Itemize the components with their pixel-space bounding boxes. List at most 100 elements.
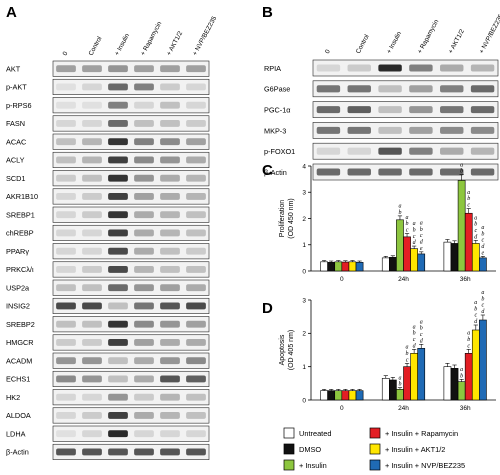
a-blot-row xyxy=(52,389,210,406)
a-blot-row xyxy=(52,261,210,278)
y-tick-label: 0 xyxy=(302,268,306,275)
b-lane-label: Control xyxy=(355,33,371,54)
blot-band xyxy=(134,412,154,419)
bar xyxy=(320,261,328,272)
a-blot-row xyxy=(52,133,210,150)
bar xyxy=(403,366,411,401)
blot-band xyxy=(186,320,206,328)
significance-letter: b xyxy=(460,373,463,379)
x-tick-label: 36h xyxy=(460,405,471,412)
blot-band xyxy=(347,106,371,114)
blot-band xyxy=(316,168,341,176)
blot-strip xyxy=(52,170,210,187)
significance-letter: c xyxy=(413,234,416,240)
legend-swatch xyxy=(283,459,295,471)
blot-band xyxy=(186,65,206,73)
significance-letter: b xyxy=(460,169,463,175)
legend-swatch xyxy=(283,427,295,439)
significance-letter: d xyxy=(474,319,478,325)
blot-band xyxy=(186,266,206,273)
legend-label: Untreated xyxy=(299,429,331,438)
blot-band xyxy=(378,126,402,134)
blot-band xyxy=(108,430,128,438)
a-blot-row xyxy=(52,407,210,424)
blot-band xyxy=(316,85,341,93)
significance-letter: a xyxy=(481,290,484,296)
blot-band xyxy=(82,357,102,365)
blot-band xyxy=(56,229,76,237)
blot-band xyxy=(347,168,371,176)
a-gene-label: PRKCλ/ι xyxy=(6,265,34,274)
blot-band xyxy=(160,357,180,365)
blot-band xyxy=(186,357,206,365)
blot-strip xyxy=(52,224,210,241)
blot-band xyxy=(160,174,180,182)
bar xyxy=(389,379,397,401)
blot-band xyxy=(440,106,464,114)
a-gene-label: β-Actin xyxy=(6,448,29,457)
blot-band xyxy=(134,247,154,255)
blot-band xyxy=(134,266,154,273)
b-lane-label: + AKT1/2 xyxy=(447,28,466,55)
a-blot-row xyxy=(52,443,210,460)
bar xyxy=(348,261,357,272)
blot-band xyxy=(82,101,102,109)
significance-letter: b xyxy=(413,227,416,233)
x-tick-label: 0 xyxy=(340,405,344,412)
significance-letter: d xyxy=(474,234,478,240)
y-axis-label: Proliferation xyxy=(279,200,286,237)
blot-band xyxy=(82,430,102,438)
blot-band xyxy=(56,320,76,328)
a-blot-row xyxy=(52,206,210,223)
blot-strip xyxy=(312,59,499,77)
legend-label: + Insulin xyxy=(299,461,327,470)
blot-band xyxy=(186,412,206,419)
significance-letter: a xyxy=(420,319,423,325)
legend-swatch xyxy=(369,459,381,471)
bar xyxy=(348,390,357,401)
a-gene-label: ALDOA xyxy=(6,411,31,420)
blot-strip xyxy=(52,334,210,351)
blot-band xyxy=(316,106,341,114)
blot-band xyxy=(108,412,128,419)
legend-label: + Insulin + AKT1/2 xyxy=(385,445,445,454)
a-gene-label: ACADM xyxy=(6,356,32,365)
x-tick-label: 24h xyxy=(398,405,409,412)
blot-band xyxy=(82,302,102,310)
blot-band xyxy=(108,138,128,146)
significance-letter: b xyxy=(474,222,477,228)
b-gene-label: G6Pase xyxy=(264,85,290,94)
blot-band xyxy=(160,101,180,109)
blot-band xyxy=(56,193,76,200)
blot-band xyxy=(134,339,154,346)
blot-band xyxy=(409,126,433,134)
blot-band xyxy=(134,65,154,73)
x-tick-label: 24h xyxy=(398,276,409,283)
a-gene-label: SREBP1 xyxy=(6,210,35,219)
blot-band xyxy=(134,174,154,182)
blot-band xyxy=(56,247,76,255)
blot-band xyxy=(56,339,76,346)
blot-band xyxy=(160,320,180,328)
blot-band xyxy=(56,120,76,127)
blot-strip xyxy=(52,425,210,442)
blot-band xyxy=(134,211,154,219)
bar xyxy=(327,390,336,401)
a-blot-row xyxy=(52,243,210,260)
significance-letter: b xyxy=(406,221,409,227)
blot-band xyxy=(82,120,102,127)
blot-strip xyxy=(52,188,210,205)
b-lane-label: + NVP/BEZ235 xyxy=(478,13,500,55)
blot-band xyxy=(378,64,402,72)
a-gene-label: INSIG2 xyxy=(6,302,30,311)
significance-letter: a xyxy=(467,331,470,337)
bar xyxy=(443,241,452,272)
a-gene-label: ACLY xyxy=(6,156,25,165)
legend-item: + Insulin + AKT1/2 xyxy=(369,443,445,455)
a-gene-label: p-RPS6 xyxy=(6,101,32,110)
blot-band xyxy=(56,448,76,456)
blot-band xyxy=(316,147,341,155)
blot-band xyxy=(160,375,180,383)
a-blot-row xyxy=(52,316,210,333)
